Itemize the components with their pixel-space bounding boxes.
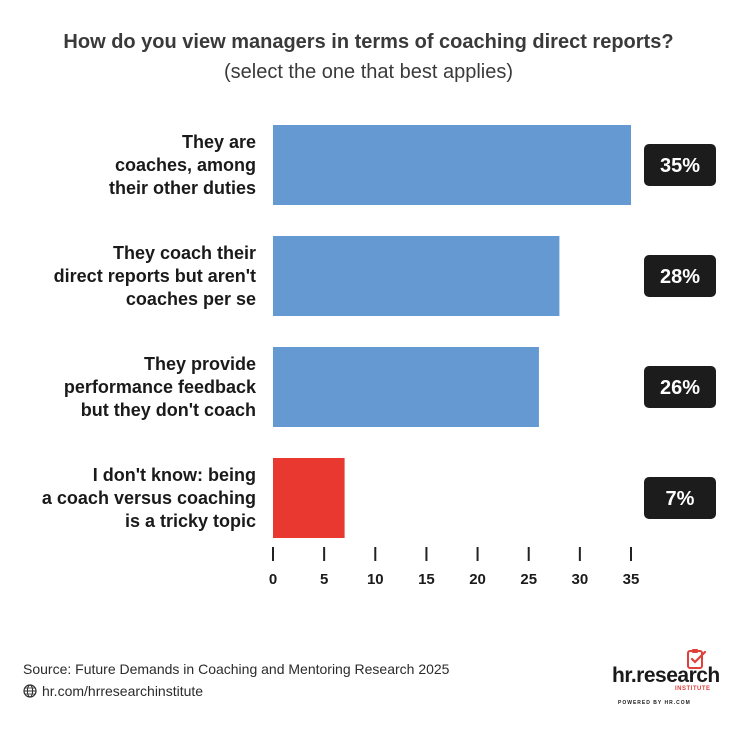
logo-institute: INSTITUTE xyxy=(675,686,711,692)
value-label-box xyxy=(644,477,716,519)
category-label-line: coaches per se xyxy=(126,289,256,309)
category-label-line: I don't know: being xyxy=(93,465,256,485)
x-tick-label: 5 xyxy=(320,571,328,588)
bar xyxy=(273,125,631,205)
category-label-line: They provide xyxy=(144,354,256,374)
bar xyxy=(273,236,560,316)
category-label-line: but they don't coach xyxy=(81,400,256,420)
value-label: 35% xyxy=(660,155,700,177)
x-tick-label: 25 xyxy=(520,571,537,588)
category-label-line: is a tricky topic xyxy=(125,511,256,531)
category-label-line: their other duties xyxy=(109,178,256,198)
x-tick-label: 30 xyxy=(572,571,589,588)
x-tick-label: 15 xyxy=(418,571,435,588)
value-label: 28% xyxy=(660,266,700,288)
category-label-line: They coach their xyxy=(113,243,256,263)
category-label-line: coaches, among xyxy=(115,155,256,175)
source-note: Source: Future Demands in Coaching and M… xyxy=(23,661,450,677)
category-label-line: direct reports but aren't xyxy=(54,266,256,286)
category-label: They provide performance feedback but they… xyxy=(64,354,257,420)
x-tick-label: 10 xyxy=(367,571,384,588)
logo-wordmark: hr.research xyxy=(612,664,720,687)
value-label-box xyxy=(644,255,716,297)
bar xyxy=(273,347,539,427)
bar xyxy=(273,458,345,538)
source-link[interactable]: hr.com/hrresearchinstitute xyxy=(23,683,203,699)
category-label-line: They are xyxy=(182,132,256,152)
chart-subtitle: (select the one that best applies) xyxy=(223,61,514,83)
category-label: They are coaches, among their other duties xyxy=(109,132,256,198)
value-label-box xyxy=(644,144,716,186)
category-label: I don't know: being a coach versus coachi… xyxy=(42,465,256,531)
category-label-line: a coach versus coaching xyxy=(42,488,256,508)
value-label-box xyxy=(644,366,716,408)
x-tick-label: 35 xyxy=(623,571,640,588)
logo-powered-by: POWERED BY HR.COM xyxy=(618,700,691,706)
source-link-text[interactable]: hr.com/hrresearchinstitute xyxy=(42,683,204,699)
globe-icon xyxy=(23,684,37,698)
clipboard-check-icon xyxy=(687,649,707,669)
x-tick-label: 20 xyxy=(469,571,486,588)
category-label: They coach their direct reports but aren'… xyxy=(54,243,256,309)
value-label: 7% xyxy=(666,488,695,510)
value-label: 26% xyxy=(660,377,700,399)
x-tick-label: 0 xyxy=(269,571,277,588)
chart-title: How do you view managers in terms of coa… xyxy=(63,31,674,53)
category-label-line: performance feedback xyxy=(64,377,257,397)
hr-research-logo: hr.research INSTITUTE POWERED BY HR.COM xyxy=(612,648,724,708)
